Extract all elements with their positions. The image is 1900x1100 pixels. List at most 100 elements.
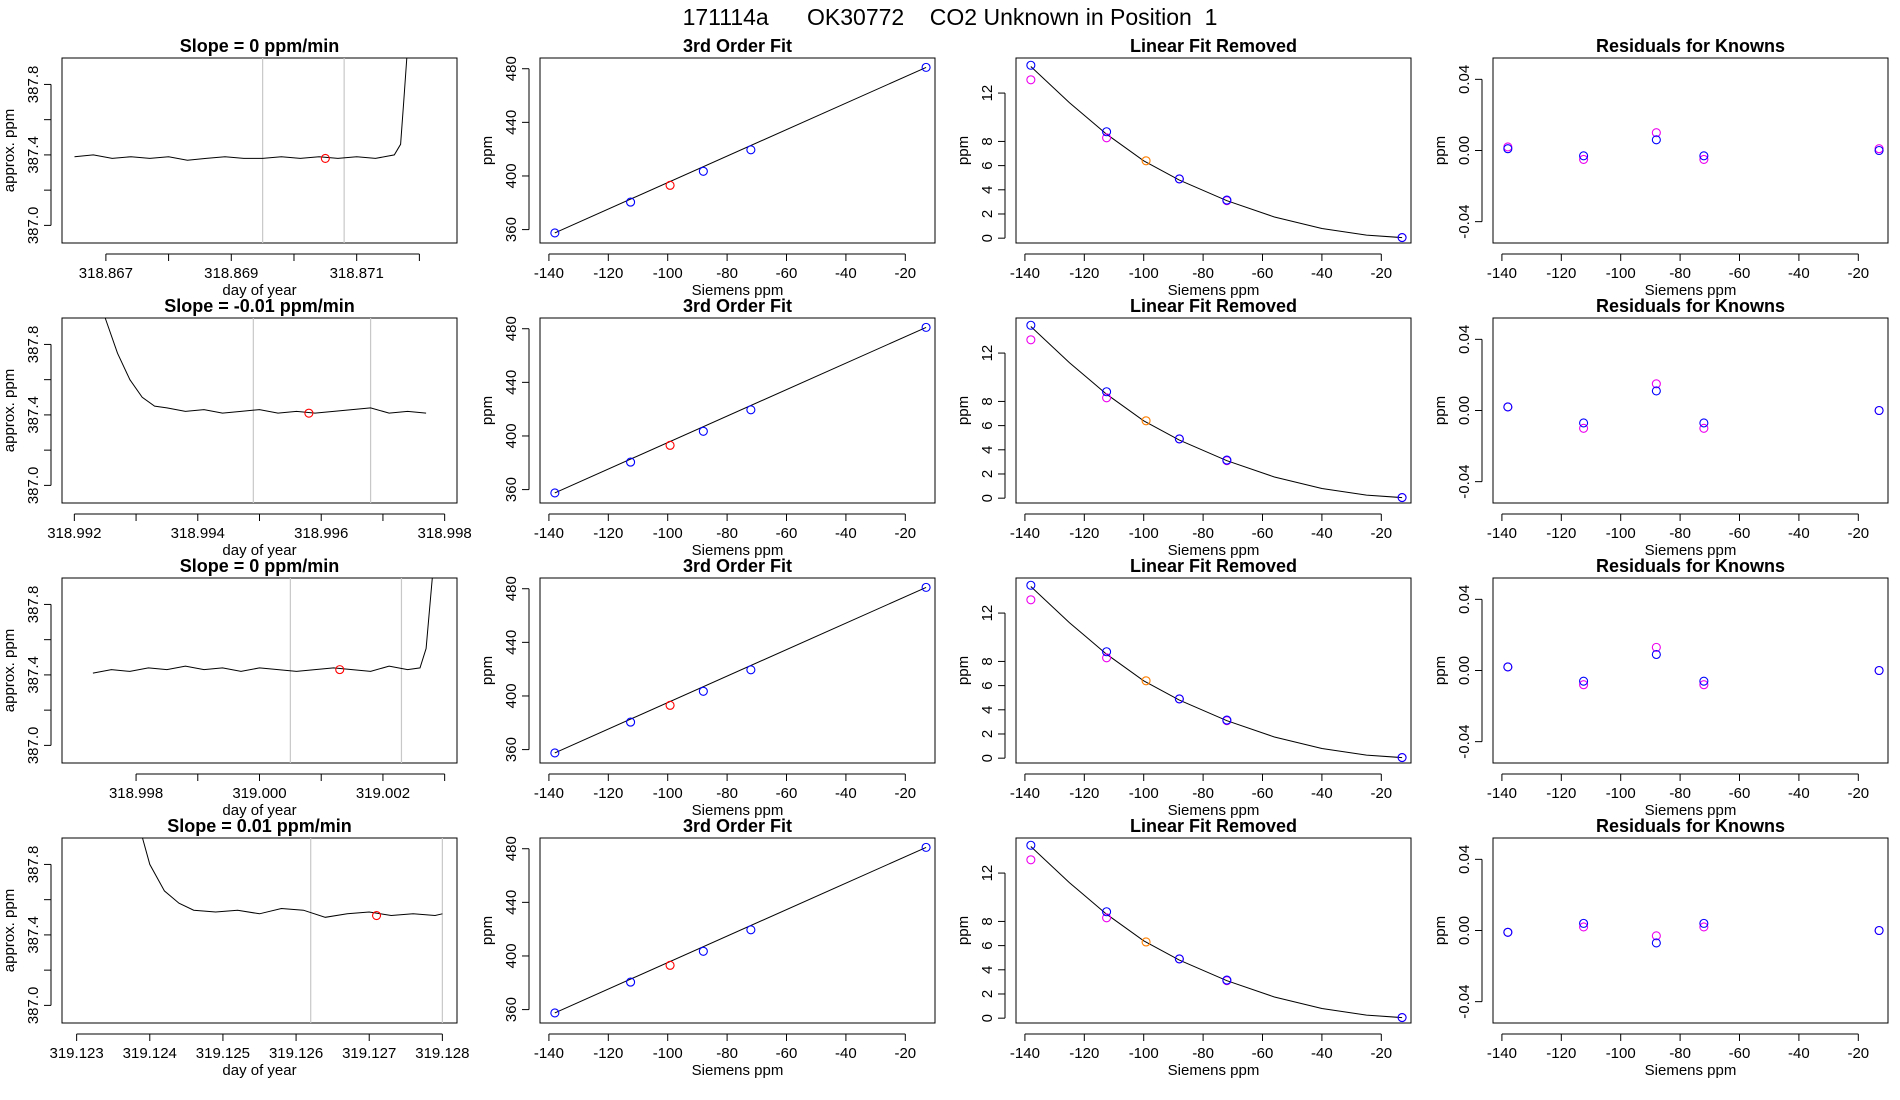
known-fit-point bbox=[1026, 320, 1036, 330]
x-tick-label: -40 bbox=[1311, 1045, 1333, 1062]
y-tick-label: -0.04 bbox=[1456, 725, 1473, 759]
y-tick-label: 387.8 bbox=[25, 586, 42, 624]
known-fit-point bbox=[1503, 144, 1513, 154]
known-fit-point bbox=[550, 488, 560, 498]
known-fit-point bbox=[746, 145, 756, 155]
panel-title: Residuals for Knowns bbox=[1596, 36, 1785, 56]
known-fit-point bbox=[698, 166, 708, 176]
known-raw-point bbox=[1699, 423, 1709, 433]
known-fit-point bbox=[1699, 418, 1709, 428]
y-tick-label: 8 bbox=[979, 657, 996, 665]
x-tick-label: -20 bbox=[1370, 265, 1392, 282]
known-fit-point bbox=[1699, 151, 1709, 161]
panel: 3rd Order Fit -140 -120 -100 -80 -60 -40 -20 Sie… bbox=[479, 816, 936, 1079]
x-tick-label: -140 bbox=[534, 265, 564, 282]
y-axis-label: ppm bbox=[955, 136, 972, 165]
known-fit-point bbox=[1397, 233, 1407, 243]
x-tick-label: 318.996 bbox=[294, 525, 348, 542]
x-axis-label: Siemens ppm bbox=[692, 802, 784, 819]
x-tick-label: -60 bbox=[1252, 1045, 1274, 1062]
x-tick-label: -80 bbox=[716, 525, 738, 542]
x-tick-label: -120 bbox=[593, 1045, 623, 1062]
known-fit-point bbox=[1026, 580, 1036, 590]
x-tick-label: -120 bbox=[1069, 785, 1099, 802]
plot-frame bbox=[61, 837, 458, 1024]
x-tick-label: -140 bbox=[1487, 265, 1517, 282]
x-tick-label: -120 bbox=[593, 525, 623, 542]
y-tick-label: 0 bbox=[979, 754, 996, 762]
trace-line bbox=[92, 577, 433, 674]
known-fit-point bbox=[1026, 60, 1036, 70]
x-tick-label: -80 bbox=[1192, 265, 1214, 282]
known-fit-point bbox=[1651, 135, 1661, 145]
fit-curve bbox=[554, 846, 927, 1014]
y-axis-label: ppm bbox=[1432, 396, 1449, 425]
x-tick-label: -80 bbox=[1669, 265, 1691, 282]
y-tick-label: 0 bbox=[979, 234, 996, 242]
known-fit-point bbox=[1026, 840, 1036, 850]
panel-title: Linear Fit Removed bbox=[1130, 296, 1297, 316]
y-tick-label: 400 bbox=[503, 163, 520, 188]
plot-frame bbox=[1015, 837, 1412, 1024]
fit-curve bbox=[1030, 326, 1403, 499]
y-tick-label: 8 bbox=[979, 137, 996, 145]
x-tick-label: -100 bbox=[1606, 785, 1636, 802]
x-tick-label: -100 bbox=[653, 525, 683, 542]
x-tick-label: -100 bbox=[1129, 1045, 1159, 1062]
known-fit-point bbox=[1651, 649, 1661, 660]
panel: Linear Fit Removed -140 -120 -100 -80 -60 -40 -… bbox=[955, 296, 1412, 559]
y-tick-label: 2 bbox=[979, 210, 996, 218]
x-tick-label: -120 bbox=[1546, 785, 1576, 802]
x-tick-label: 319.002 bbox=[356, 785, 410, 802]
y-tick-label: 387.0 bbox=[25, 987, 42, 1025]
x-tick-label: -40 bbox=[1311, 265, 1333, 282]
x-tick-label: -120 bbox=[1069, 525, 1099, 542]
x-tick-label: -80 bbox=[1669, 1045, 1691, 1062]
x-tick-label: -120 bbox=[1546, 265, 1576, 282]
x-tick-label: -60 bbox=[1252, 265, 1274, 282]
panel: 3rd Order Fit -140 -120 -100 -80 -60 -40 -20 Sie… bbox=[479, 556, 936, 819]
unknown-point bbox=[304, 408, 314, 418]
panel-title: 3rd Order Fit bbox=[683, 816, 792, 836]
y-tick-label: 0.04 bbox=[1456, 845, 1473, 874]
x-tick-label: -60 bbox=[1729, 265, 1751, 282]
fit-curve bbox=[1030, 846, 1403, 1019]
plot-frame bbox=[1015, 577, 1412, 764]
plot-frame bbox=[539, 577, 936, 764]
x-axis-label: day of year bbox=[222, 1062, 296, 1079]
y-axis-label: ppm bbox=[955, 916, 972, 945]
known-fit-point bbox=[1699, 676, 1709, 686]
x-tick-label: 319.128 bbox=[415, 1045, 469, 1062]
known-fit-point bbox=[1397, 1013, 1407, 1023]
known-raw-point bbox=[1102, 653, 1112, 663]
x-axis-label: day of year bbox=[222, 802, 296, 819]
panel: Linear Fit Removed -140 -120 -100 -80 -60 -40 -… bbox=[955, 36, 1412, 299]
known-raw-point bbox=[1699, 922, 1709, 932]
y-tick-label: 12 bbox=[979, 865, 996, 882]
known-raw-point bbox=[1102, 913, 1112, 923]
y-tick-label: 480 bbox=[503, 316, 520, 341]
known-raw-point bbox=[1874, 144, 1884, 154]
plot-frame bbox=[1492, 837, 1889, 1024]
y-tick-label: 387.8 bbox=[25, 846, 42, 884]
y-tick-label: 387.0 bbox=[25, 467, 42, 505]
panel: Residuals for Knowns -140 -120 -100 -80 -60 -4… bbox=[1432, 556, 1889, 819]
x-tick-label: -80 bbox=[1192, 525, 1214, 542]
x-tick-label: 318.998 bbox=[109, 785, 163, 802]
x-tick-label: -60 bbox=[1729, 785, 1751, 802]
known-fit-point bbox=[550, 748, 560, 758]
x-tick-label: -40 bbox=[1788, 785, 1810, 802]
x-tick-label: -20 bbox=[1847, 1045, 1869, 1062]
x-tick-label: -80 bbox=[716, 1045, 738, 1062]
y-axis-label: approx. ppm bbox=[1, 109, 18, 192]
known-raw-point bbox=[1651, 642, 1661, 652]
y-tick-label: 4 bbox=[979, 966, 996, 974]
panel-title: Linear Fit Removed bbox=[1130, 816, 1297, 836]
known-raw-point bbox=[1651, 379, 1661, 389]
x-axis-label: Siemens ppm bbox=[1645, 542, 1737, 559]
x-tick-label: -100 bbox=[653, 265, 683, 282]
y-tick-label: 400 bbox=[503, 943, 520, 968]
x-tick-label: -100 bbox=[1606, 1045, 1636, 1062]
y-tick-label: 4 bbox=[979, 186, 996, 194]
panel: Linear Fit Removed -140 -120 -100 -80 -60 -40 -… bbox=[955, 556, 1412, 819]
